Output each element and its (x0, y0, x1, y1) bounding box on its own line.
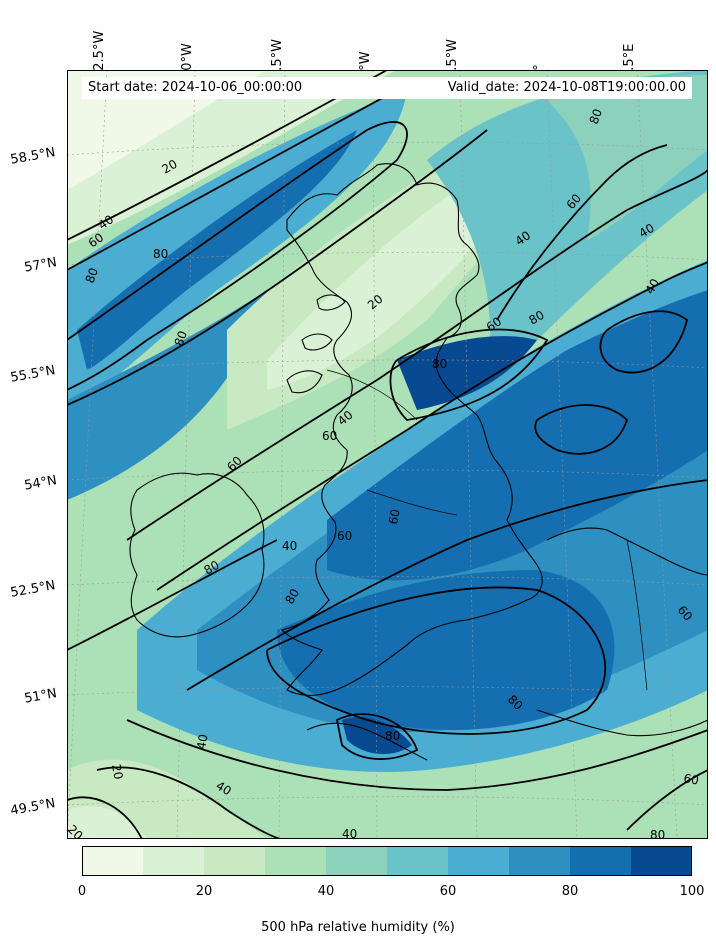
humidity-band (67, 806, 147, 839)
humidity-band (277, 570, 615, 730)
contour-label: 80 (202, 558, 222, 578)
lat-label: 49.5°N (9, 796, 57, 819)
contour-label: 20 (109, 763, 125, 780)
lat-label: 52.5°N (9, 578, 57, 601)
colorbar-tick: 100 (679, 884, 705, 899)
humidity-band (327, 290, 708, 581)
colorbar-tick: 20 (195, 884, 213, 899)
lat-label: 54°N (23, 473, 59, 494)
contour-label: 40 (637, 221, 657, 241)
contour-label: 60 (337, 529, 352, 543)
start-date: Start date: 2024-10-06_00:00:00 (88, 80, 303, 95)
contour-label: 60 (682, 771, 699, 787)
contour-label: 40 (214, 778, 234, 798)
coastlines (129, 163, 708, 761)
contour-label: 80 (83, 266, 101, 285)
colorbar-swatch (448, 846, 510, 876)
colorbar-tick: 60 (439, 884, 457, 899)
contour-label: 80 (282, 586, 302, 606)
humidity-band (587, 740, 708, 839)
contour-label: 80 (527, 308, 547, 328)
colorbar-label: 500 hPa relative humidity (%) (261, 920, 455, 935)
contour-label: 80 (432, 357, 447, 371)
colorbar-swatch (570, 846, 632, 876)
map-frame (67, 70, 708, 839)
contour-label: 20 (160, 157, 180, 177)
date-header: Start date: 2024-10-06_00:00:00 Valid_da… (82, 77, 692, 99)
contour-label: 80 (587, 107, 605, 126)
valid-date: Valid_date: 2024-10-08T19:00:00.00 (447, 80, 686, 95)
colorbar-swatch (143, 846, 205, 876)
contour-label: 40 (642, 276, 662, 296)
contour-label: 40 (282, 539, 297, 553)
humidity-band (67, 290, 267, 500)
colorbar-tick: 80 (561, 884, 579, 899)
humidity-band (547, 75, 708, 240)
contour-lines (67, 70, 708, 839)
colorbar-swatch (326, 846, 388, 876)
lat-label: 55.5°N (9, 363, 57, 386)
contour-label: 80 (385, 729, 400, 743)
colorbar-swatch (509, 846, 571, 876)
colorbar-swatch (204, 846, 266, 876)
colorbar-swatch (387, 846, 449, 876)
contour-label: 80 (172, 329, 190, 348)
lat-label: 58.5°N (9, 145, 57, 168)
contour-label: 60 (386, 508, 402, 525)
contour-label: 80 (153, 247, 168, 261)
humidity-band (67, 70, 267, 190)
contour-label: 60 (322, 429, 337, 443)
colorbar-frame (82, 846, 692, 876)
colorbar-tick: 40 (317, 884, 335, 899)
lat-label: 51°N (23, 686, 59, 707)
humidity-band (77, 130, 357, 370)
lat-label: 57°N (23, 255, 59, 276)
contour-label: 40 (342, 827, 357, 839)
contour-label: 80 (650, 828, 665, 839)
humidity-band (397, 336, 537, 410)
graticule (67, 70, 708, 839)
colorbar (82, 846, 692, 876)
colorbar-swatch (631, 846, 692, 876)
colorbar-swatch (265, 846, 327, 876)
contour-label: 40 (194, 733, 210, 750)
borders (326, 369, 648, 691)
humidity-band (342, 716, 412, 755)
humidity-map: 20 40 60 80 80 80 60 40 20 40 60 80 60 8… (67, 70, 708, 839)
humidity-map-svg: 20 40 60 80 80 80 60 40 20 40 60 80 60 8… (67, 70, 708, 839)
colorbar-swatch (82, 846, 144, 876)
colorbar-tick: 0 (77, 884, 87, 899)
